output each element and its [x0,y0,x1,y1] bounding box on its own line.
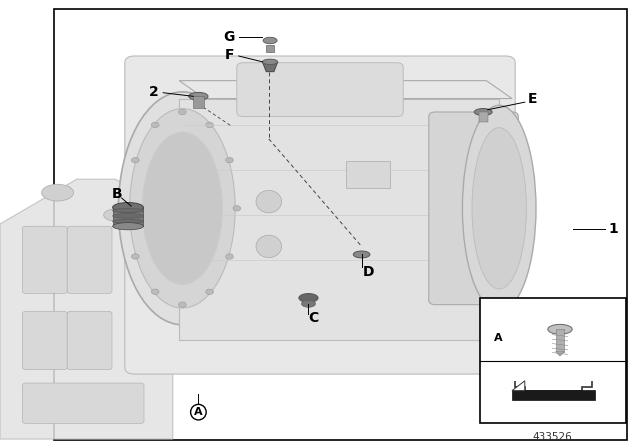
Polygon shape [512,381,525,391]
FancyBboxPatch shape [125,56,515,374]
Text: E: E [528,92,537,107]
FancyBboxPatch shape [22,311,67,370]
Ellipse shape [256,190,282,213]
Ellipse shape [142,132,223,284]
Ellipse shape [548,324,572,334]
Ellipse shape [113,214,143,218]
Ellipse shape [233,206,241,211]
Ellipse shape [179,302,186,307]
Bar [266,45,275,52]
Ellipse shape [179,109,186,115]
FancyBboxPatch shape [67,311,112,370]
Text: 1: 1 [608,222,618,237]
Ellipse shape [113,219,143,224]
Bar [556,329,564,352]
Ellipse shape [205,289,213,294]
Ellipse shape [124,206,132,211]
Ellipse shape [226,254,234,259]
Ellipse shape [129,108,236,308]
Polygon shape [0,179,173,439]
Ellipse shape [151,289,159,294]
FancyBboxPatch shape [67,226,112,293]
Ellipse shape [104,209,127,221]
Ellipse shape [262,59,278,65]
Ellipse shape [226,157,234,163]
Ellipse shape [463,105,536,311]
FancyBboxPatch shape [429,112,518,305]
Text: F: F [225,47,234,62]
Ellipse shape [206,122,214,128]
Bar [193,96,204,108]
Bar [346,161,390,188]
Text: A: A [194,407,203,417]
Text: G: G [223,30,235,44]
Ellipse shape [118,92,246,325]
Bar [479,112,488,122]
Text: A: A [493,333,502,343]
Ellipse shape [189,92,208,100]
Text: 2: 2 [148,85,159,99]
Text: B: B [112,186,122,201]
Ellipse shape [256,235,282,258]
Text: 433526: 433526 [532,432,572,442]
Ellipse shape [472,128,527,289]
Bar [54,9,627,440]
Ellipse shape [474,108,492,116]
Bar [512,390,595,400]
Ellipse shape [299,293,318,302]
Ellipse shape [113,202,143,212]
Ellipse shape [151,122,159,128]
Polygon shape [556,352,564,356]
Ellipse shape [353,251,370,258]
Ellipse shape [131,157,139,163]
Bar [179,99,499,340]
Ellipse shape [42,184,74,201]
Text: D: D [362,265,374,279]
FancyBboxPatch shape [22,226,67,293]
Ellipse shape [113,223,143,230]
Polygon shape [179,81,512,99]
Ellipse shape [131,254,139,259]
FancyBboxPatch shape [237,63,403,116]
Bar [480,298,626,423]
Text: C: C [308,311,319,325]
Ellipse shape [263,37,277,44]
Ellipse shape [301,300,316,307]
Ellipse shape [113,208,143,213]
Bar [113,207,143,226]
FancyBboxPatch shape [22,383,144,423]
Polygon shape [262,62,278,72]
